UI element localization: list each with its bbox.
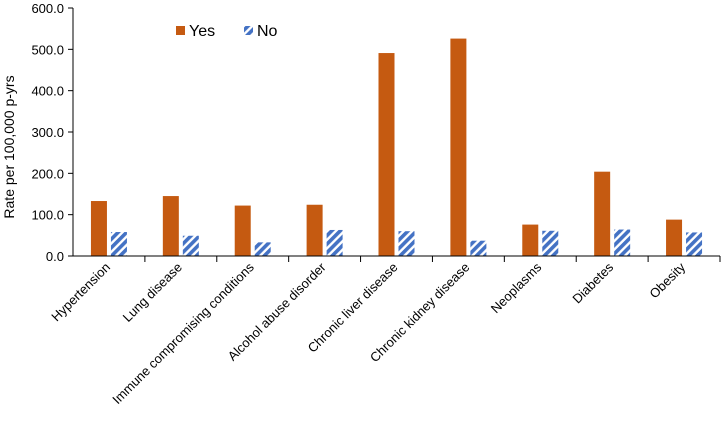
- bar-yes: [378, 53, 395, 257]
- bar-yes: [90, 201, 107, 256]
- x-category-label: Obesity: [646, 259, 688, 301]
- y-tick-label: 500.0: [31, 42, 64, 57]
- legend-swatch: [176, 26, 185, 35]
- bar-no: [542, 230, 559, 256]
- x-category-label: Lung disease: [120, 260, 185, 325]
- bar-no: [182, 235, 199, 256]
- bar-yes: [306, 204, 323, 256]
- y-tick-label: 0.0: [46, 249, 64, 264]
- x-category-label: Hypertension: [48, 260, 113, 325]
- x-category-label: Diabetes: [569, 259, 616, 306]
- legend-label: Yes: [189, 23, 215, 40]
- bar-yes: [666, 219, 683, 256]
- x-category-label: Neoplasms: [488, 259, 545, 316]
- bar-yes: [522, 224, 539, 256]
- bar-no: [614, 229, 631, 256]
- y-tick-label: 300.0: [31, 125, 64, 140]
- bar-yes: [162, 196, 179, 256]
- y-axis-ticks: 0.0 100.0 200.0 300.0 400.0 500.0 600.0: [31, 1, 73, 264]
- x-category-label: Immune compromising conditions: [109, 259, 257, 407]
- bar-no: [254, 242, 271, 256]
- bar-no: [686, 232, 703, 256]
- legend-label: No: [257, 23, 278, 40]
- bar-yes: [450, 38, 467, 256]
- legend-swatch: [244, 26, 253, 35]
- y-tick-label: 400.0: [31, 84, 64, 99]
- y-tick-label: 200.0: [31, 166, 64, 181]
- legend: Yes No: [176, 23, 278, 40]
- bar-no: [470, 240, 487, 256]
- y-tick-label: 100.0: [31, 208, 64, 223]
- bar-yes: [594, 171, 611, 256]
- bar-yes: [234, 205, 251, 256]
- bar-no: [326, 229, 343, 256]
- bar-no: [110, 232, 127, 256]
- bar-series: [90, 38, 703, 257]
- axes: [72, 8, 721, 262]
- y-axis-title: Rate per 100,000 p-yrs: [1, 75, 17, 218]
- y-tick-label: 600.0: [31, 1, 64, 16]
- bar-no: [398, 231, 415, 256]
